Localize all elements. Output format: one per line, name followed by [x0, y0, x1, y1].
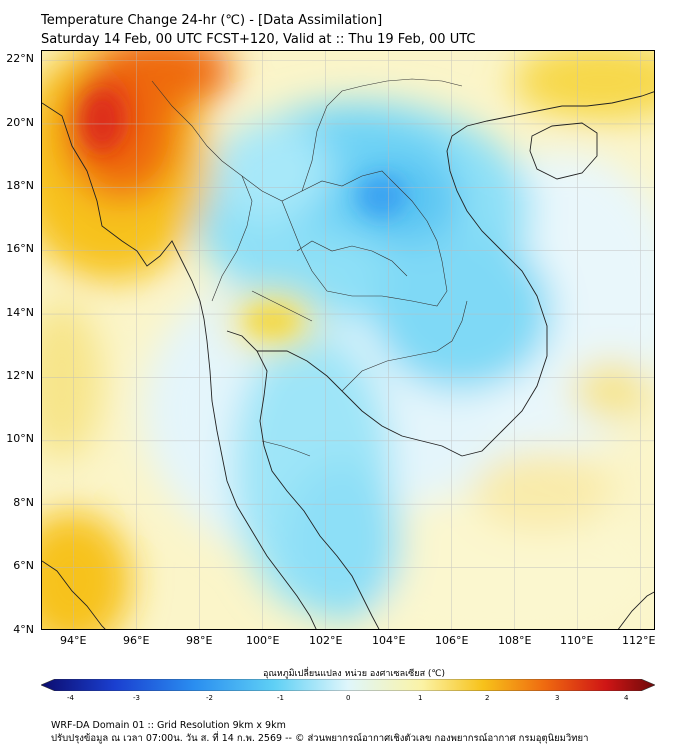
colorbar-tick: -2	[206, 694, 213, 702]
lon-label: 98°E	[186, 634, 213, 647]
colorbar-gradient	[41, 679, 655, 691]
colorbar	[41, 679, 655, 691]
lat-label: 16°N	[6, 242, 34, 255]
temperature-change-map	[42, 51, 654, 629]
borders	[151, 78, 468, 457]
footer: WRF-DA Domain 01 :: Grid Resolution 9km …	[51, 719, 588, 745]
lat-label: 20°N	[6, 116, 34, 129]
map-panel[interactable]	[41, 50, 655, 630]
graticule	[42, 51, 654, 629]
chart-title: Temperature Change 24-hr (℃) - [Data Ass…	[41, 13, 383, 28]
lon-label: 104°E	[372, 634, 406, 647]
lat-label: 4°N	[13, 623, 34, 636]
lat-label: 6°N	[13, 559, 34, 572]
lat-label: 12°N	[6, 369, 34, 382]
colorbar-tick: -4	[67, 694, 74, 702]
footer-credit: ปรับปรุงข้อมูล ณ เวลา 07:00น. วัน ส. ที่…	[51, 733, 589, 744]
colorbar-tick: -1	[277, 694, 284, 702]
lon-label: 112°E	[622, 634, 656, 647]
lon-label: 100°E	[246, 634, 280, 647]
colorbar-tick: -3	[133, 694, 140, 702]
colorbar-tick: 0	[346, 694, 351, 702]
coastlines	[42, 91, 654, 629]
lat-label: 14°N	[6, 306, 34, 319]
chart-subtitle: Saturday 14 Feb, 00 UTC FCST+120, Valid …	[41, 32, 476, 47]
colorbar-tick: 1	[418, 694, 423, 702]
lon-label: 94°E	[60, 634, 87, 647]
colorbar-title: อุณหภูมิเปลี่ยนแปลง หน่วย องศาเซลเซียส (…	[263, 669, 446, 679]
colorbar-tick: 3	[555, 694, 560, 702]
lon-label: 108°E	[498, 634, 532, 647]
footer-model-info: WRF-DA Domain 01 :: Grid Resolution 9km …	[51, 720, 286, 731]
lat-label: 8°N	[13, 496, 34, 509]
lon-label: 106°E	[435, 634, 469, 647]
colorbar-tick: 2	[485, 694, 490, 702]
lon-label: 102°E	[309, 634, 343, 647]
lon-label: 110°E	[560, 634, 594, 647]
lon-label: 96°E	[123, 634, 150, 647]
lat-label: 22°N	[6, 52, 34, 65]
colorbar-tick: 4	[624, 694, 629, 702]
lat-label: 10°N	[6, 432, 34, 445]
lat-label: 18°N	[6, 179, 34, 192]
title-block: Temperature Change 24-hr (℃) - [Data Ass…	[41, 11, 475, 49]
